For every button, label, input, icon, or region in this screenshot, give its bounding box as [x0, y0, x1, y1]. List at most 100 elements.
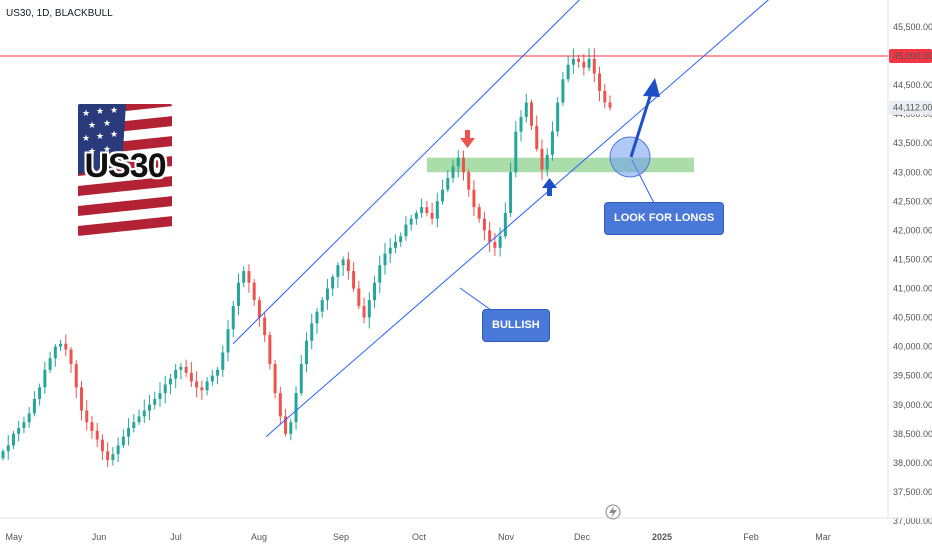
candle-body [22, 422, 26, 428]
candle-body [556, 102, 560, 132]
price-tick-label: 44,500.00 [893, 80, 932, 90]
us-flag-icon: ★ ★ ★ ★ ★ ★ ★ ★ ★ ★ [78, 104, 172, 236]
candle-body [409, 218, 413, 225]
candle-body [153, 398, 157, 405]
candle-body [472, 189, 476, 208]
demand-zone [427, 157, 694, 173]
candle-body [231, 305, 235, 330]
candle-body [273, 364, 277, 394]
candle-body [205, 381, 209, 391]
symbol-title: US30, 1D, BLACKBULL [6, 8, 113, 19]
candle-body [95, 430, 99, 440]
time-tick-label: 2025 [652, 532, 672, 542]
price-tick-label: 43,000.00 [893, 167, 932, 177]
candle-body [571, 58, 575, 65]
candle-body [148, 404, 152, 411]
candle-body [336, 265, 340, 277]
candle-body [200, 387, 204, 391]
resistance-price-label: 45,000.00 [893, 51, 932, 61]
projection-arrow-line [629, 89, 654, 158]
candle-body [346, 259, 350, 272]
svg-text:★: ★ [103, 145, 111, 155]
price-tick-label: 38,500.00 [893, 429, 932, 439]
demand-zone-layer [427, 157, 694, 173]
candle-body [64, 343, 68, 350]
candle-body [310, 323, 314, 341]
time-tick-label: Aug [251, 532, 267, 542]
candle-body [603, 90, 607, 103]
candle-body [331, 276, 335, 289]
look-for-longs-callout: LOOK FOR LONGS [604, 202, 725, 235]
logo-text: US30 [84, 147, 166, 185]
candle-body [561, 79, 565, 103]
candle-body [441, 189, 445, 202]
candle-body [373, 282, 377, 301]
candle-body [598, 73, 602, 91]
candle-body [137, 416, 141, 423]
svg-text:★: ★ [88, 121, 96, 131]
candle-body [404, 224, 408, 237]
price-axis: 45,500.0044,500.0044,000.0043,500.0043,0… [887, 0, 932, 550]
candle-body [341, 259, 345, 266]
candle-body [17, 428, 21, 434]
candle-body [393, 242, 397, 248]
candle-body [278, 393, 282, 417]
candle-body [116, 445, 120, 455]
candle-body [242, 271, 246, 283]
candle-body [514, 131, 518, 173]
svg-text:★: ★ [88, 147, 96, 157]
candle-body [383, 253, 387, 266]
svg-text:★: ★ [110, 130, 118, 140]
channel-lower-line [265, 0, 770, 438]
candle-body [236, 282, 240, 306]
price-tick-label: 41,000.00 [893, 284, 932, 294]
candle-body [566, 64, 570, 80]
candle-body [420, 207, 424, 213]
arrow-up-icon [547, 188, 552, 196]
us30-flag-logo: ★ ★ ★ ★ ★ ★ ★ ★ ★ ★ US30 [78, 104, 172, 236]
time-tick-label: May [5, 532, 23, 542]
time-tick-label: Oct [412, 532, 427, 542]
candle-body [587, 58, 591, 68]
candle-body [315, 311, 319, 324]
candle-body [352, 271, 356, 289]
candle-body [252, 282, 256, 301]
svg-text:★: ★ [96, 132, 104, 142]
candle-body [132, 422, 136, 428]
candle-body [69, 349, 73, 365]
candle-body [461, 157, 465, 173]
candle-body [48, 358, 52, 370]
candle-body [210, 375, 214, 382]
price-tick-label: 45,500.00 [893, 22, 932, 32]
time-tick-label: Sep [333, 532, 349, 542]
candle-body [163, 384, 167, 394]
price-tick-label: 42,500.00 [893, 196, 932, 206]
candle-body [320, 300, 324, 312]
candle-body [425, 207, 429, 213]
bullish-callout: BULLISH [482, 309, 550, 342]
candle-body [284, 416, 288, 434]
price-tick-label: 42,000.00 [893, 225, 932, 235]
candle-body [221, 352, 225, 370]
candle-body [498, 236, 502, 248]
price-tick-label: 39,000.00 [893, 400, 932, 410]
candle-body [121, 436, 125, 446]
candle-body [493, 242, 497, 248]
svg-text:★: ★ [110, 106, 118, 116]
candle-body [378, 265, 382, 283]
candle-body [59, 343, 63, 347]
candle-body [435, 201, 439, 219]
time-tick-label: Feb [743, 532, 759, 542]
price-tick-label: 41,500.00 [893, 254, 932, 264]
candle-body [85, 410, 89, 423]
candle-body [90, 422, 94, 431]
candle-body [127, 428, 131, 437]
candle-body [519, 117, 523, 132]
candle-body [195, 381, 199, 388]
annotation-layer [459, 78, 660, 520]
candles [1, 48, 612, 468]
candle-body [168, 378, 172, 385]
candle-body [446, 178, 450, 190]
